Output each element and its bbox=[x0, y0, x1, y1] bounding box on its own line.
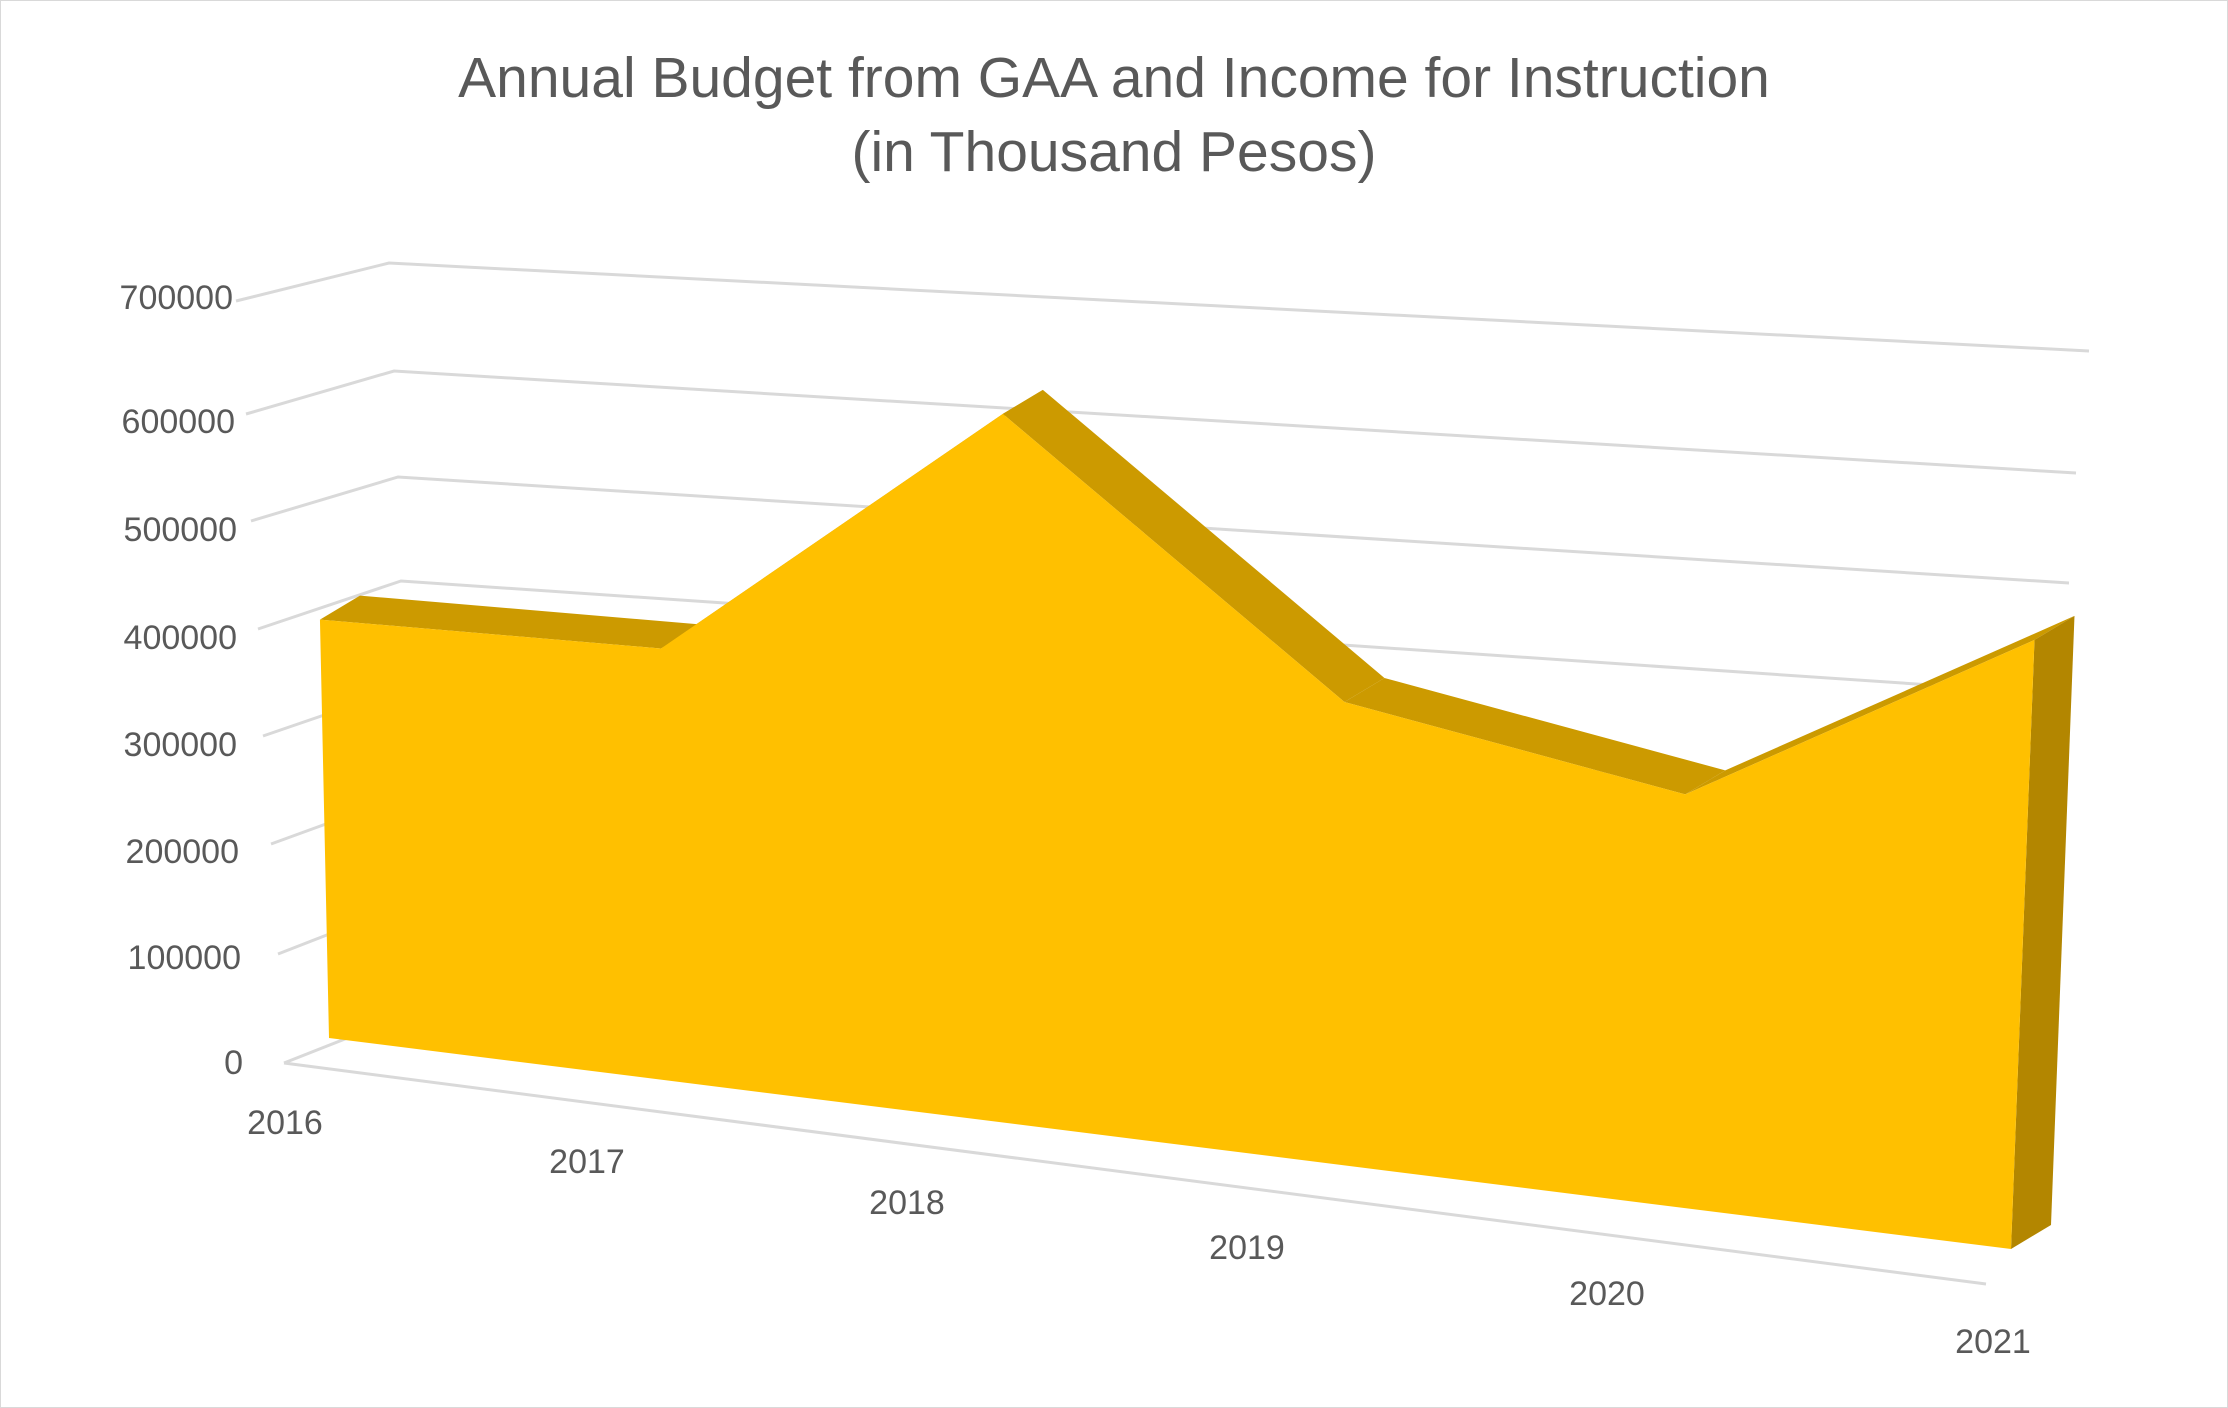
chart-title: Annual Budget from GAA and Income for In… bbox=[458, 46, 1770, 110]
data-point-2020 bbox=[1684, 793, 1686, 795]
y-tick-label: 500000 bbox=[124, 511, 237, 549]
y-tick-label: 400000 bbox=[124, 619, 237, 657]
chart-subtitle: (in Thousand Pesos) bbox=[852, 120, 1377, 184]
y-tick-label: 300000 bbox=[124, 726, 237, 764]
x-tick-label: 2021 bbox=[1955, 1323, 2031, 1361]
floor-edge bbox=[283, 1061, 1987, 1286]
data-point-2018 bbox=[1002, 413, 1004, 415]
gridline bbox=[257, 579, 2065, 696]
gridline bbox=[245, 369, 2077, 475]
y-axis-ticks: 0 100000 200000 300000 400000 500000 600000 700… bbox=[120, 279, 243, 1082]
x-tick-label: 2018 bbox=[869, 1184, 945, 1222]
x-tick-label: 2017 bbox=[549, 1143, 625, 1181]
x-axis-ticks: 2016 2017 2018 2019 2020 2021 bbox=[247, 1104, 2031, 1361]
y-tick-label: 700000 bbox=[120, 279, 233, 317]
x-tick-label: 2016 bbox=[247, 1104, 323, 1142]
gridline bbox=[250, 475, 2070, 585]
data-point-2017 bbox=[660, 647, 662, 649]
x-tick-label: 2019 bbox=[1209, 1229, 1285, 1267]
area-side-face bbox=[2011, 615, 2075, 1249]
gridline bbox=[235, 261, 2090, 353]
y-tick-label: 600000 bbox=[122, 403, 235, 441]
y-tick-label: 100000 bbox=[128, 939, 241, 977]
data-point-2016 bbox=[319, 619, 321, 621]
y-tick-label: 200000 bbox=[126, 833, 239, 871]
area-top-segment bbox=[1344, 677, 1726, 795]
area-top-segment bbox=[1002, 389, 1385, 702]
y-tick-label: 0 bbox=[224, 1044, 243, 1082]
area-top-segment bbox=[319, 595, 701, 649]
data-point-2019 bbox=[1343, 701, 1345, 703]
area-top-segment bbox=[1685, 615, 2075, 795]
area-front-face bbox=[319, 413, 2035, 1249]
x-tick-label: 2020 bbox=[1569, 1275, 1645, 1313]
data-point-2021 bbox=[2033, 639, 2035, 641]
area-3d bbox=[319, 389, 2075, 1249]
